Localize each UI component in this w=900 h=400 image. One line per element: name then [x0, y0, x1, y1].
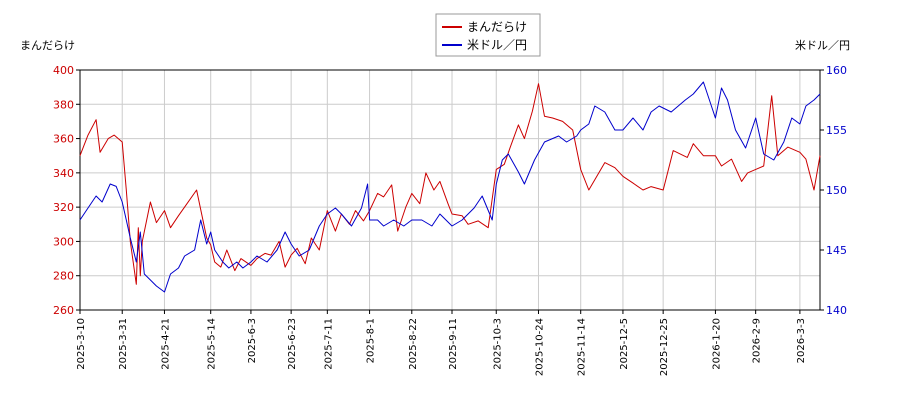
- left-tick-label: 340: [53, 167, 74, 180]
- legend: まんだらけ 米ドル／円: [435, 13, 541, 57]
- x-tick-label: 2025-4-21: [160, 318, 171, 370]
- right-axis-label: 米ドル／円: [795, 39, 850, 52]
- left-tick-label: 320: [53, 201, 74, 214]
- left-tick-label: 360: [53, 133, 74, 146]
- right-tick-label: 155: [826, 124, 847, 137]
- plot-frame: [79, 69, 821, 311]
- x-tick-label: 2025-9-11: [448, 318, 459, 370]
- right-tick-label: 145: [826, 244, 847, 257]
- ticks: 260 280 300 320 340 360 380 400 140 145 150 155 160 2…: [53, 64, 847, 376]
- x-tick-label: 2025-8-1: [366, 318, 377, 363]
- left-tick-label: 380: [53, 98, 74, 111]
- x-tick-label: 2025-8-22: [408, 318, 419, 370]
- x-tick-label: 2025-10-24: [534, 318, 545, 376]
- x-tick-label: 2025-7-11: [323, 318, 334, 370]
- x-tick-label: 2025-12-5: [619, 318, 630, 370]
- left-tick-label: 300: [53, 235, 74, 248]
- left-tick-label: 280: [53, 270, 74, 283]
- x-tick-label: 2025-11-14: [577, 318, 588, 376]
- left-tick-label: 260: [53, 304, 74, 317]
- x-tick-label: 2026-1-20: [711, 318, 722, 370]
- x-tick-label: 2025-6-23: [287, 318, 298, 370]
- series-layer: [79, 81, 821, 293]
- left-axis-label: まんだらけ: [20, 39, 75, 52]
- right-tick-label: 160: [826, 64, 847, 77]
- legend-label-mandarake: まんだらけ: [467, 20, 527, 34]
- left-tick-label: 400: [53, 64, 74, 77]
- x-tick-label: 2025-3-10: [76, 318, 87, 370]
- x-tick-label: 2025-5-14: [207, 318, 218, 370]
- legend-box: [435, 13, 541, 57]
- x-tick-label: 2026-2-9: [752, 318, 763, 363]
- right-tick-label: 140: [826, 304, 847, 317]
- grid: [79, 69, 820, 311]
- series-line-mandarake: [79, 83, 821, 285]
- legend-label-usdjpy: 米ドル／円: [467, 38, 527, 52]
- x-tick-label: 2025-10-3: [492, 318, 503, 370]
- x-tick-label: 2026-3-3: [796, 318, 807, 363]
- x-tick-label: 2025-3-31: [118, 318, 129, 370]
- right-tick-label: 150: [826, 184, 847, 197]
- series-line-usdjpy: [79, 81, 821, 293]
- x-tick-label: 2025-12-25: [659, 318, 670, 376]
- x-tick-label: 2025-6-3: [247, 318, 258, 363]
